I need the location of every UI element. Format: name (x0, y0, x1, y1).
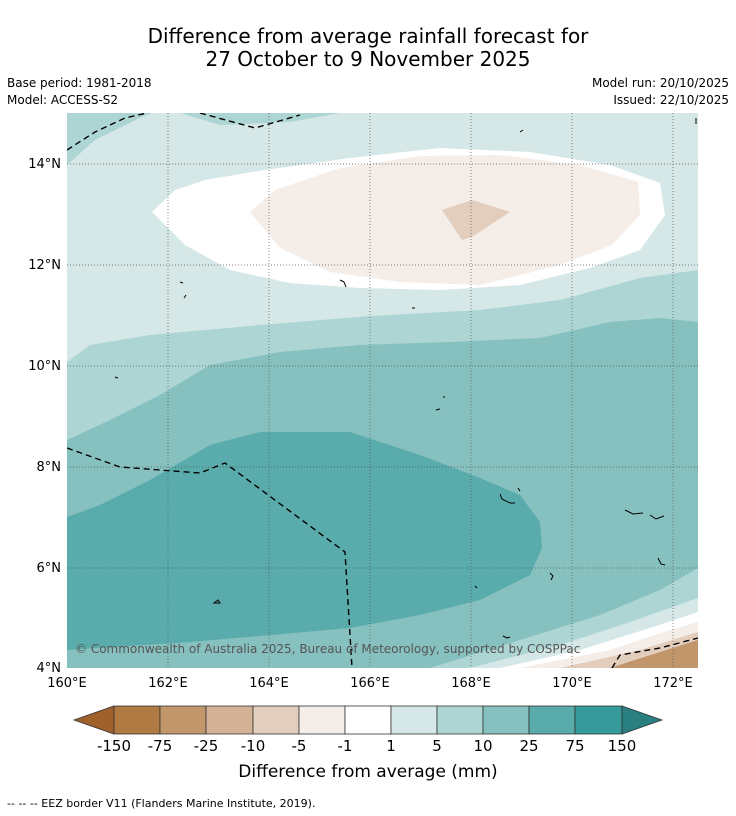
colorbar-extend-left (72, 705, 115, 735)
island-outlines (114, 118, 697, 639)
colorbar-swatch (159, 705, 207, 735)
lon-label: 166°E (350, 676, 390, 691)
colorbar-swatch (205, 705, 254, 735)
lat-label: 6°N (37, 561, 62, 576)
gridlines (67, 113, 698, 668)
issued-date: Issued: 22/10/2025 (613, 93, 729, 107)
title-line-1: Difference from average rainfall forecas… (147, 24, 589, 48)
lon-label: 162°E (148, 676, 188, 691)
eez-legend-note: -- -- -- EEZ border V11 (Flanders Marine… (7, 797, 316, 810)
contour-band-dry-light (250, 155, 640, 285)
lon-label: 168°E (451, 676, 491, 691)
colorbar-swatch (113, 705, 161, 735)
lat-label: 14°N (28, 157, 61, 172)
colorbar-tick-label: -75 (147, 737, 173, 755)
contour-band-se-dry-strong (610, 640, 698, 668)
colorbar-swatch (252, 705, 300, 735)
lon-label: 164°E (249, 676, 289, 691)
contour-band-dry (442, 200, 510, 240)
contour-band-5-10-nw (67, 113, 150, 165)
latitude-labels: 14°N 12°N 10°N 8°N 6°N 4°N (28, 157, 61, 676)
longitude-labels: 160°E 162°E 164°E 166°E 168°E 170°E 172°… (47, 676, 693, 691)
lat-label: 4°N (37, 661, 62, 676)
base-period: Base period: 1981-2018 (7, 76, 152, 90)
colorbar-swatch (344, 705, 392, 735)
colorbar-title: Difference from average (mm) (238, 762, 498, 782)
title-line-2: 27 October to 9 November 2025 (205, 47, 531, 71)
eez-border (67, 113, 698, 668)
colorbar-swatch (482, 705, 530, 735)
colorbar-swatch (436, 705, 484, 735)
colorbar-tick-label: -25 (193, 737, 219, 755)
colorbar-tick-label: 10 (473, 737, 493, 755)
colorbar (72, 705, 664, 735)
colorbar-swatch (574, 705, 623, 735)
colorbar-tick-label: -1 (337, 737, 353, 755)
lat-label: 12°N (28, 258, 61, 273)
colorbar-tick-label: -5 (291, 737, 307, 755)
colorbar-swatch (390, 705, 438, 735)
lat-label: 10°N (28, 359, 61, 374)
contour-band-5-10-n (180, 113, 340, 125)
contour-band-25-75 (67, 432, 542, 650)
lat-label: 8°N (37, 460, 62, 475)
copyright-text: © Commonwealth of Australia 2025, Bureau… (75, 642, 580, 656)
lon-label: 172°E (653, 676, 693, 691)
model-name: Model: ACCESS-S2 (7, 93, 119, 107)
colorbar-tick-label: 25 (519, 737, 539, 755)
colorbar-tick-label: 5 (432, 737, 442, 755)
colorbar-swatch (298, 705, 346, 735)
model-run: Model run: 20/10/2025 (591, 76, 729, 90)
colorbar-tick-label: -150 (96, 737, 132, 755)
lon-label: 160°E (47, 676, 87, 691)
lon-label: 170°E (552, 676, 592, 691)
colorbar-extend-right (621, 705, 664, 735)
colorbar-tick-label: 1 (386, 737, 396, 755)
contour-fill (67, 113, 698, 668)
colorbar-tick-label: 75 (565, 737, 585, 755)
colorbar-tick-label: 150 (607, 737, 637, 755)
colorbar-tick-label: -10 (240, 737, 266, 755)
colorbar-swatch (528, 705, 576, 735)
